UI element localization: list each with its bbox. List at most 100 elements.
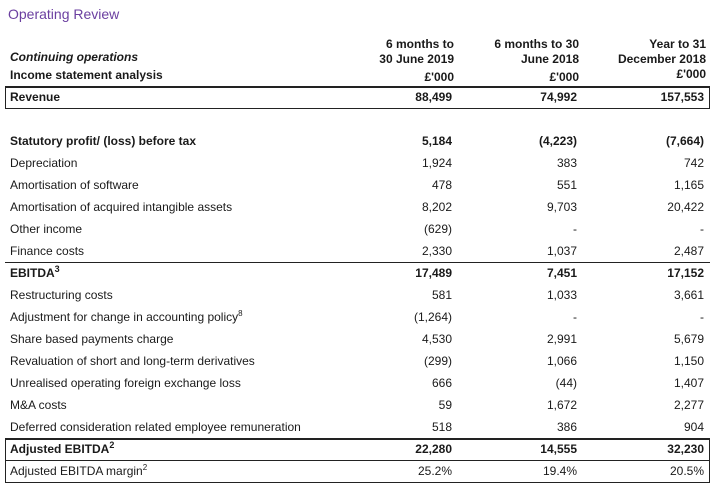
row-label: M&A costs <box>10 398 67 412</box>
row-value-h1-2019: (1,264) <box>413 310 452 324</box>
header-continuing-operations: Continuing operations <box>10 50 138 64</box>
row-value-h1-2019: 1,924 <box>421 156 452 170</box>
row-label: Adjusted EBITDA margin2 <box>10 460 147 482</box>
row-value-h1-2019: 25.2% <box>417 464 452 478</box>
row-value-h1-2018: 14,555 <box>540 442 577 456</box>
footnote-marker: 2 <box>109 440 115 450</box>
header-left: Continuing operations Income statement a… <box>10 50 163 83</box>
header-income-statement-analysis: Income statement analysis <box>10 68 163 82</box>
table-row-accounting-policy: Adjustment for change in accounting poli… <box>5 306 710 328</box>
table-row-fx-loss: Unrealised operating foreign exchange lo… <box>5 372 710 394</box>
header-col-fy-2018: Year to 31 December 2018 £'000 <box>586 37 706 82</box>
row-value-h1-2018: 551 <box>556 178 577 192</box>
table-row-deferred-consideration: Deferred consideration related employee … <box>5 416 710 438</box>
footnote-marker: 8 <box>238 309 243 318</box>
row-label: Deferred consideration related employee … <box>10 420 301 434</box>
divider-ebitda <box>5 262 710 263</box>
row-value-h1-2019: 2,330 <box>421 244 452 258</box>
row-label: EBITDA3 <box>10 262 60 284</box>
row-label-text: Adjusted EBITDA <box>10 442 110 456</box>
table-row-share-based-payments: Share based payments charge 4,530 2,991 … <box>5 328 710 350</box>
header-col3-line2: December 2018 <box>617 52 706 66</box>
row-label: Unrealised operating foreign exchange lo… <box>10 376 241 390</box>
table-row-statutory-profit: Statutory profit/ (loss) before tax 5,18… <box>5 130 710 152</box>
row-label: Share based payments charge <box>10 332 174 346</box>
row-value-fy-2018: 904 <box>683 420 704 434</box>
divider-bottom <box>5 482 710 483</box>
row-value-fy-2018: - <box>700 222 704 236</box>
row-label: Adjustment for change in accounting poli… <box>10 306 243 328</box>
header-col-h1-2018: 6 months to 30 June 2018 £'000 <box>449 37 579 85</box>
row-value-fy-2018: 32,230 <box>667 442 704 456</box>
row-value-h1-2018: 7,451 <box>546 266 577 280</box>
header-col2-line1: 6 months to 30 <box>494 37 579 51</box>
row-value-h1-2018: 2,991 <box>546 332 577 346</box>
row-value-fy-2018: 3,661 <box>673 288 704 302</box>
divider-adjusted-mid <box>5 460 710 461</box>
row-value-h1-2019: 8,202 <box>421 200 452 214</box>
row-value-fy-2018: 5,679 <box>673 332 704 346</box>
header-col3-line1: Year to 31 <box>649 37 706 51</box>
row-label-text: Adjustment for change in accounting poli… <box>10 310 239 324</box>
row-label: Revenue <box>10 90 61 104</box>
row-value-fy-2018: 2,487 <box>673 244 704 258</box>
row-value-h1-2019: 22,280 <box>415 442 452 456</box>
row-value-h1-2018: 1,033 <box>546 288 577 302</box>
row-value-h1-2019: (629) <box>423 222 452 236</box>
footnote-marker: 3 <box>54 264 60 274</box>
row-label: Restructuring costs <box>10 288 113 302</box>
row-value-h1-2019: 5,184 <box>421 134 452 148</box>
row-label: Finance costs <box>10 244 85 258</box>
row-label: Adjusted EBITDA2 <box>10 438 114 460</box>
row-value-h1-2018: 1,037 <box>546 244 577 258</box>
divider-revenue <box>5 108 710 109</box>
row-value-h1-2018: 383 <box>556 156 577 170</box>
table-row-revenue: Revenue 88,499 74,992 157,553 <box>5 86 710 108</box>
row-value-fy-2018: 157,553 <box>660 90 704 104</box>
row-value-h1-2019: 666 <box>431 376 452 390</box>
row-value-h1-2019: 88,499 <box>415 90 452 104</box>
row-value-h1-2018: (4,223) <box>538 134 577 148</box>
row-value-fy-2018: 20,422 <box>667 200 704 214</box>
row-value-fy-2018: (7,664) <box>665 134 704 148</box>
header-col2-unit: £'000 <box>549 70 579 84</box>
table-row-ma-costs: M&A costs 59 1,672 2,277 <box>5 394 710 416</box>
header-col1-unit: £'000 <box>424 70 454 84</box>
row-value-h1-2018: 386 <box>556 420 577 434</box>
row-value-h1-2018: 74,992 <box>540 90 577 104</box>
row-value-fy-2018: 1,407 <box>673 376 704 390</box>
row-label: Amortisation of acquired intangible asse… <box>10 200 233 214</box>
row-label-text: Adjusted EBITDA margin <box>10 464 143 478</box>
table-row-depreciation: Depreciation 1,924 383 742 <box>5 152 710 174</box>
row-label: Revaluation of short and long-term deriv… <box>10 354 255 368</box>
row-value-fy-2018: - <box>700 310 704 324</box>
row-label-text: EBITDA <box>10 266 55 280</box>
table-row-other-income: Other income (629) - - <box>5 218 710 240</box>
row-value-h1-2018: 1,672 <box>546 398 577 412</box>
row-value-h1-2019: 518 <box>431 420 452 434</box>
row-value-h1-2018: 9,703 <box>546 200 577 214</box>
row-value-h1-2018: (44) <box>555 376 577 390</box>
table-row-ebitda: EBITDA3 17,489 7,451 17,152 <box>5 262 710 284</box>
table-row-amortisation-intangibles: Amortisation of acquired intangible asse… <box>5 196 710 218</box>
table-row-restructuring: Restructuring costs 581 1,033 3,661 <box>5 284 710 306</box>
table-row-finance-costs: Finance costs 2,330 1,037 2,487 <box>5 240 710 262</box>
divider-top <box>5 86 710 88</box>
table-row-adjusted-ebitda: Adjusted EBITDA2 22,280 14,555 32,230 <box>5 438 710 460</box>
row-value-h1-2018: - <box>573 310 577 324</box>
divider-adjusted-top <box>5 438 710 440</box>
row-value-fy-2018: 2,277 <box>673 398 704 412</box>
header-col2-line2: June 2018 <box>520 52 579 66</box>
row-value-fy-2018: 742 <box>683 156 704 170</box>
row-value-h1-2018: 1,066 <box>546 354 577 368</box>
row-value-h1-2018: 19.4% <box>542 464 577 478</box>
header-col3-unit: £'000 <box>676 67 706 81</box>
row-value-h1-2019: 581 <box>431 288 452 302</box>
row-value-fy-2018: 17,152 <box>667 266 704 280</box>
row-label: Amortisation of software <box>10 178 139 192</box>
table-row-adjusted-ebitda-margin: Adjusted EBITDA margin2 25.2% 19.4% 20.5… <box>5 460 710 482</box>
header-col-h1-2019: 6 months to 30 June 2019 £'000 <box>334 37 454 85</box>
row-value-h1-2018: - <box>573 222 577 236</box>
page-title: Operating Review <box>8 6 120 22</box>
row-value-h1-2019: 478 <box>431 178 452 192</box>
